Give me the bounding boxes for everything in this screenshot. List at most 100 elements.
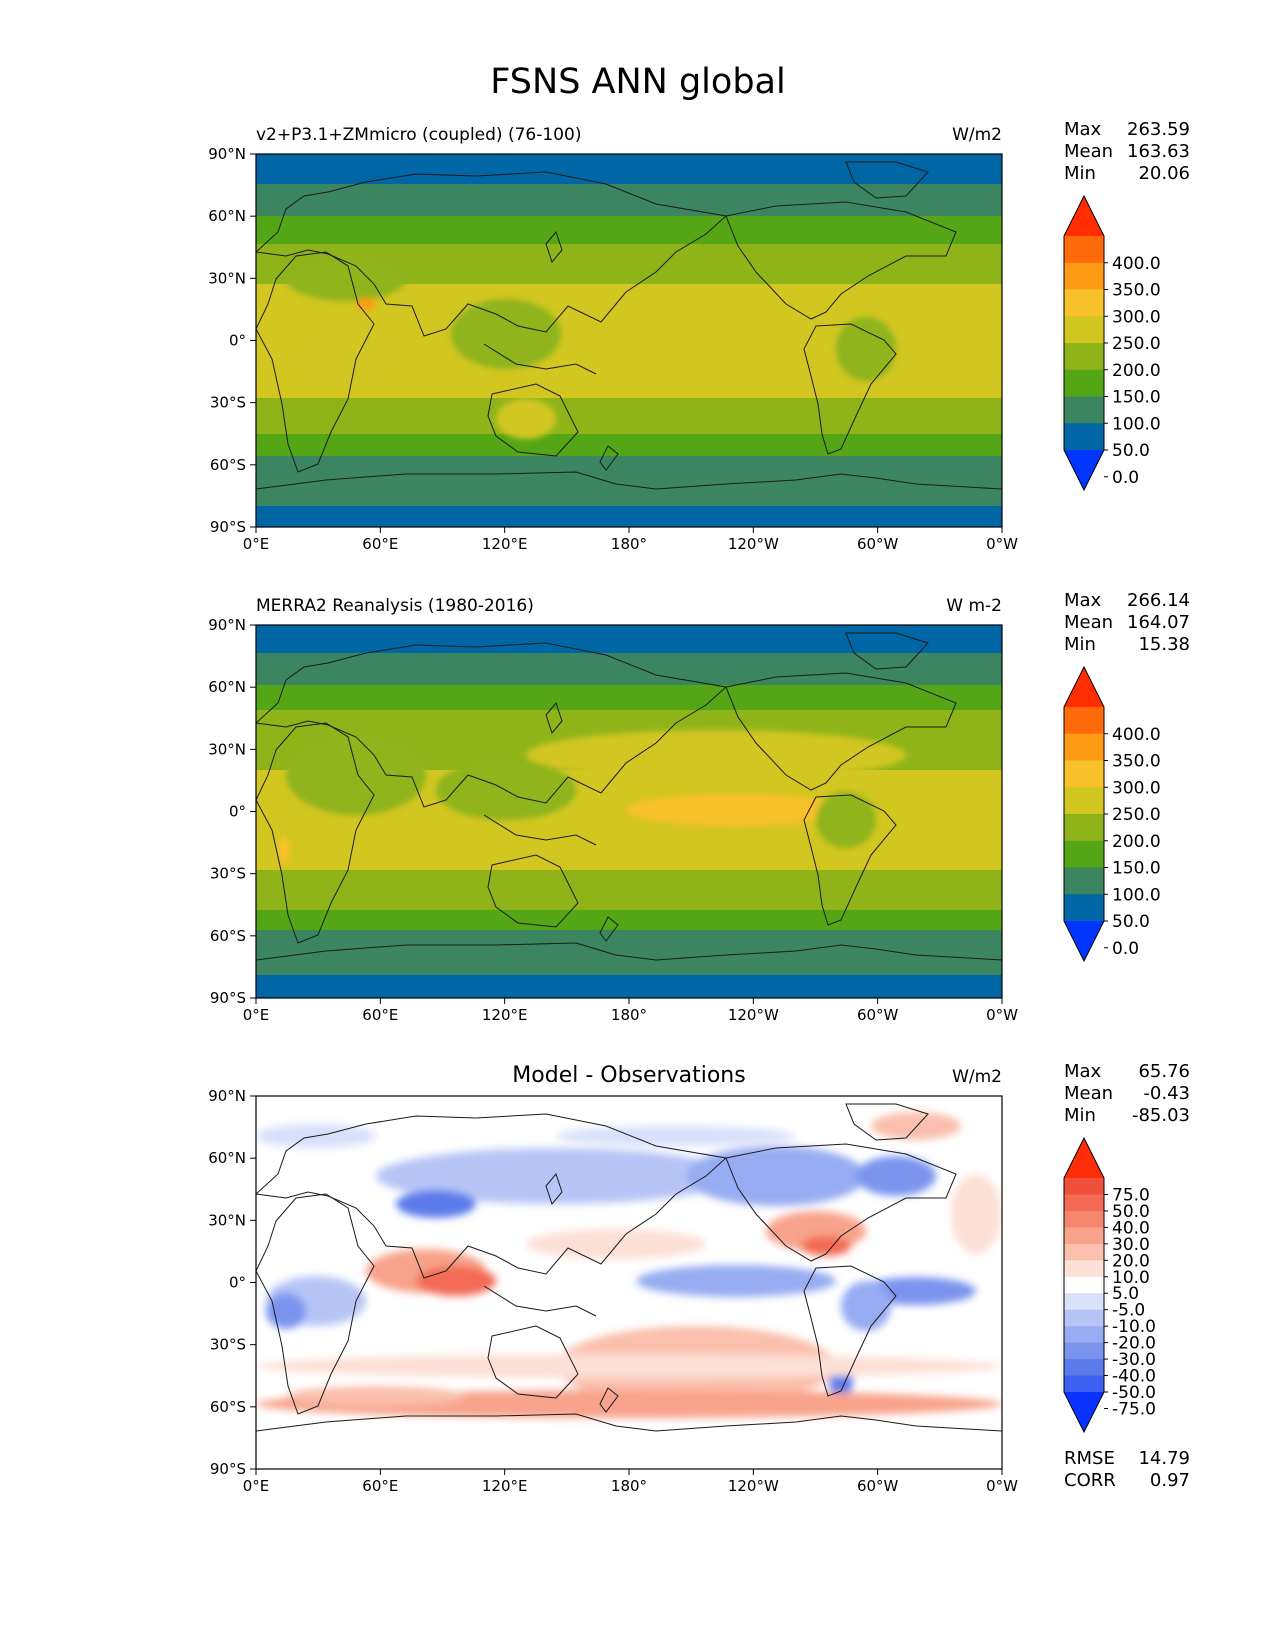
lat-tick-label: 90°S [210,989,246,1007]
lon-tick-label: 60°E [362,1477,398,1495]
colorbar-tick-label: 50.0 [1112,441,1150,461]
colorbar-segment [1064,1243,1104,1261]
colorbar-segment [1064,1293,1104,1311]
colorbar-segment [1064,1210,1104,1228]
colorbar-segment [1064,1260,1104,1278]
lon-tick-label: 60°E [362,535,398,553]
panel-model: v2+P3.1+ZMmicro (coupled) (76-100) W/m2 [208,119,1190,553]
figure-title: FSNS ANN global [490,62,785,102]
colorbar-tick-label: -40.0 [1112,1367,1156,1387]
lon-tick-label: 120°W [728,535,779,553]
panel-units: W/m2 [952,1067,1002,1087]
colorbar-tick-label: 40.0 [1112,1218,1150,1238]
lon-tick-label: 180° [611,1006,647,1024]
stat-max-value: 65.76 [1138,1061,1190,1082]
panel-center-title: Model - Observations [512,1063,745,1088]
colorbar-tick-label: -5.0 [1112,1301,1145,1321]
colorbar-segment [1064,236,1104,264]
stat-mean-label: Mean [1064,1083,1113,1104]
colorbar-segment [1064,733,1104,761]
colorbar-tick-label: -75.0 [1112,1399,1156,1419]
lat-axis: 90°N 60°N 30°N 0° 30°S 60°S 90°S [208,145,256,536]
lon-tick-label: 0°W [986,535,1018,553]
panel-difference: Model - Observations W/m2 [208,1061,1190,1495]
colorbar-segment [1064,1276,1104,1294]
colorbar-segment [1064,423,1104,451]
lat-tick-label: 60°N [208,1149,246,1167]
colorbar-tick-label: 75.0 [1112,1185,1150,1205]
stat-mean-value: 163.63 [1127,141,1190,162]
colorbar-segment [1064,707,1104,735]
colorbar-extend-max [1064,196,1104,236]
lon-axis: 0°E 60°E 120°E 180° 120°W 60°W 0°W [243,998,1018,1024]
colorbar-tick-label: 100.0 [1112,885,1161,905]
stat-max-value: 263.59 [1127,119,1190,140]
lon-tick-label: 120°E [482,1006,528,1024]
colorbar-tick-label: 5.0 [1112,1284,1139,1304]
lon-axis: 0°E 60°E 120°E 180° 120°W 60°W 0°W [243,527,1018,553]
lat-tick-label: 0° [229,1274,246,1292]
colorbar-extend-min [1064,921,1104,961]
lon-tick-label: 0°W [986,1006,1018,1024]
lon-tick-label: 0°E [243,1006,270,1024]
colorbar-tick-label: 50.0 [1112,1202,1150,1222]
colorbar-tick-label: 200.0 [1112,832,1161,852]
colorbar-tick-label: 0.0 [1112,468,1139,488]
colorbar-tick-label: -20.0 [1112,1334,1156,1354]
stat-corr-value: 0.97 [1150,1470,1190,1491]
stat-mean-value: -0.43 [1143,1083,1190,1104]
stat-max-label: Max [1064,119,1102,140]
lat-tick-label: 90°N [208,616,246,634]
colorbar-segment [1064,894,1104,922]
colorbar-tick-label: 200.0 [1112,361,1161,381]
colorbar-extend-min [1064,1392,1104,1432]
stat-mean-value: 164.07 [1127,612,1190,633]
lat-tick-label: 60°N [208,207,246,225]
stat-min-value: 15.38 [1138,634,1190,655]
colorbar-tick-label: 0.0 [1112,939,1139,959]
colorbar-segment [1064,840,1104,868]
colorbar-segment [1064,1375,1104,1393]
lon-tick-label: 60°E [362,1006,398,1024]
colorbar: 400.0 350.0 300.0 250.0 200.0 150.0 100.0 50.0 0… [1063,194,1161,492]
lon-tick-label: 180° [611,535,647,553]
colorbar-tick-label: 400.0 [1112,725,1161,745]
lat-tick-label: 60°N [208,678,246,696]
colorbar-segment [1064,1227,1104,1245]
lon-tick-label: 120°W [728,1477,779,1495]
colorbar-segment [1064,369,1104,397]
colorbar-tick-label: 30.0 [1112,1235,1150,1255]
colorbar-tick-label: 20.0 [1112,1251,1150,1271]
lat-tick-label: 30°N [208,740,246,758]
colorbar-segment [1064,1309,1104,1327]
stat-min-label: Min [1064,1105,1096,1126]
colorbar-tick-label: 300.0 [1112,778,1161,798]
lat-tick-label: 60°S [210,1398,246,1416]
colorbar-tick-label: 400.0 [1112,254,1161,274]
stat-mean-label: Mean [1064,141,1113,162]
stat-corr-label: CORR [1064,1470,1116,1491]
colorbar-tick-label: 350.0 [1112,281,1161,301]
colorbar-tick-label: 150.0 [1112,859,1161,879]
colorbar-tick-label: 250.0 [1112,805,1161,825]
colorbar-segment [1064,1342,1104,1360]
lon-tick-label: 0°E [243,535,270,553]
stat-mean-label: Mean [1064,612,1113,633]
lon-tick-label: 0°W [986,1477,1018,1495]
lon-tick-label: 120°E [482,535,528,553]
stat-max-label: Max [1064,590,1102,611]
stat-min-label: Min [1064,163,1096,184]
lat-axis: 90°N 60°N 30°N 0° 30°S 60°S 90°S [208,1087,256,1478]
colorbar-tick-label: 150.0 [1112,388,1161,408]
colorbar-tick-label: 350.0 [1112,752,1161,772]
colorbar-tick-label: 10.0 [1112,1268,1150,1288]
colorbar-extend-max [1064,1138,1104,1178]
stat-min-value: 20.06 [1138,163,1190,184]
map-field [256,154,1002,527]
lon-tick-label: 60°W [857,1006,899,1024]
colorbar-tick-label: 50.0 [1112,912,1150,932]
lat-tick-label: 30°N [208,1211,246,1229]
stat-min-value: -85.03 [1132,1105,1190,1126]
lat-tick-label: 90°N [208,145,246,163]
